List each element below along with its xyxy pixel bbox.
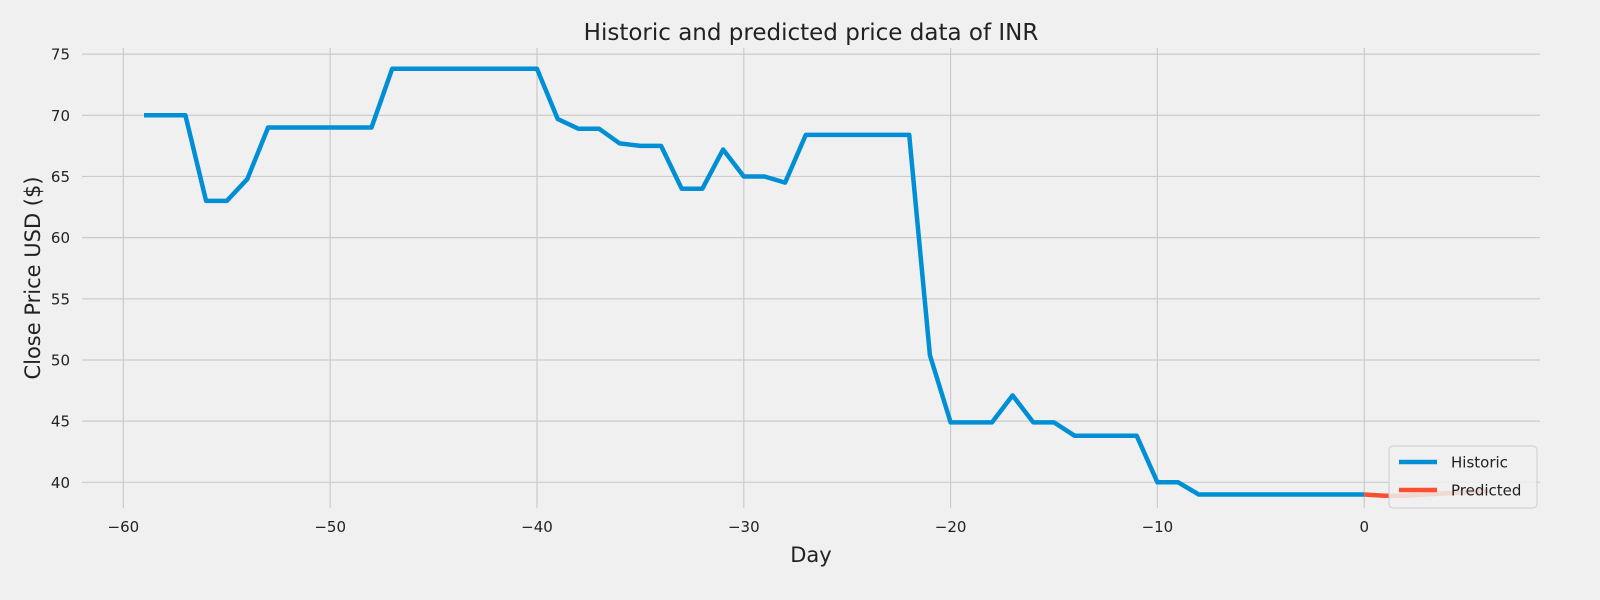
x-tick-label: −60 [108,518,140,536]
x-tick-labels: −60 −50 −40 −30 −20 −10 0 [108,518,1369,536]
y-tick-label: 45 [51,413,70,431]
y-tick-label: 40 [51,474,70,492]
x-tick-label: −30 [728,518,760,536]
y-tick-label: 75 [51,46,70,64]
legend: Historic Predicted [1388,445,1538,509]
y-tick-label: 65 [51,168,70,186]
y-tick-label: 70 [51,107,70,125]
legend-label-historic: Historic [1451,454,1508,472]
y-tick-label: 50 [51,351,70,369]
x-tick-label: −40 [521,518,553,536]
legend-label-predicted: Predicted [1451,482,1521,500]
y-tick-label: 55 [51,290,70,308]
y-tick-label: 60 [51,229,70,247]
x-tick-label: −50 [314,518,346,536]
chart-title: Historic and predicted price data of INR [584,20,1039,46]
x-tick-label: 0 [1359,518,1369,536]
grid [82,48,1540,508]
y-tick-labels: 40 45 50 55 60 65 70 75 [51,46,70,492]
plot-area [82,48,1540,508]
y-axis-label: Close Price USD ($) [21,176,45,379]
x-tick-label: −20 [935,518,967,536]
x-axis-label: Day [790,543,831,567]
x-tick-label: −10 [1142,518,1174,536]
series-line-historic [144,66,1365,497]
